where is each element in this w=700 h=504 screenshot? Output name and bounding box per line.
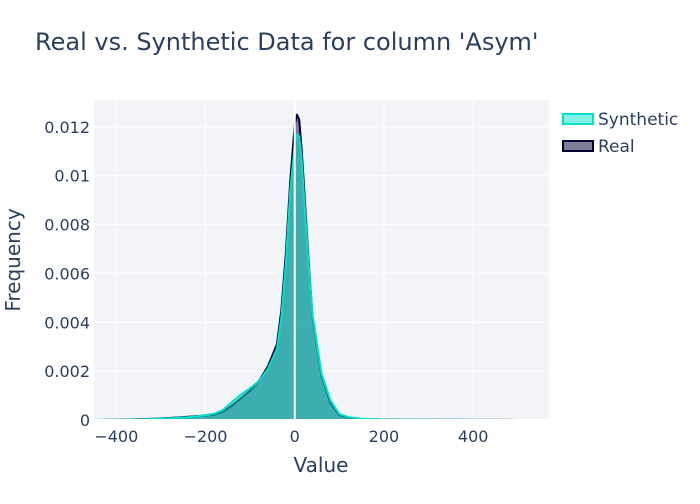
legend-label: Real xyxy=(598,137,635,157)
series-area-synthetic xyxy=(94,134,518,420)
x-tick-label: −200 xyxy=(184,427,228,446)
legend[interactable]: Synthetic Real xyxy=(562,110,678,157)
y-tick-label: 0.002 xyxy=(44,362,90,381)
x-tick-label: 400 xyxy=(458,427,489,446)
series-group xyxy=(93,113,550,421)
x-axis-title: Value xyxy=(294,453,349,477)
y-tick-label: 0.004 xyxy=(44,313,90,332)
series-line-synthetic xyxy=(93,133,518,421)
chart-title: Real vs. Synthetic Data for column 'Asym… xyxy=(35,28,539,56)
legend-item-synthetic[interactable]: Synthetic xyxy=(562,110,678,130)
y-tick-label: 0 xyxy=(80,411,90,430)
y-tick-label: 0.008 xyxy=(44,216,90,235)
y-axis-title: Frequency xyxy=(1,208,25,311)
x-axis-ticks: −400 −200 0 200 400 xyxy=(94,427,488,446)
legend-item-real[interactable]: Real xyxy=(562,137,635,157)
x-tick-label: 0 xyxy=(290,427,300,446)
zero-line-group xyxy=(94,100,549,421)
y-tick-label: 0.006 xyxy=(44,264,90,283)
legend-swatch xyxy=(562,140,594,152)
legend-label: Synthetic xyxy=(598,110,678,130)
legend-swatch xyxy=(562,113,594,125)
x-tick-label: 200 xyxy=(369,427,400,446)
y-tick-label: 0.012 xyxy=(44,118,90,137)
x-tick-label: −400 xyxy=(94,427,138,446)
y-axis-ticks: 0 0.002 0.004 0.006 0.008 0.01 0.012 xyxy=(44,118,90,430)
y-tick-label: 0.01 xyxy=(54,167,90,186)
grid xyxy=(94,100,549,420)
